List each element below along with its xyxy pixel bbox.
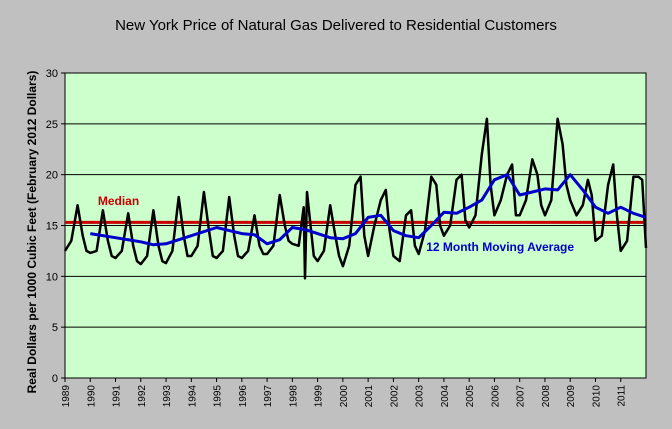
y-tick-label: 5 [52,322,58,334]
x-tick-label: 1991 [112,385,123,408]
x-tick-label: 2001 [364,385,375,408]
x-axis-ticks: 1989 1990 1991 1992 1993 1994 1995 1996 1997 1998… [61,378,628,407]
moving-average-line [90,173,647,247]
y-tick-label: 0 [52,373,58,385]
x-tick-label: 2002 [389,385,400,408]
x-tick-label: 1989 [61,385,72,408]
chart-title: New York Price of Natural Gas Delivered … [115,17,557,34]
median-annotation: Median [98,194,139,208]
x-tick-label: 1996 [238,385,249,408]
annotations: Median 12 Month Moving Average [98,194,575,254]
y-tick-label: 10 [46,271,58,283]
x-tick-label: 1997 [263,385,274,408]
price-series-line [63,117,648,280]
y-axis-label: Real Dollars per 1000 Cubic Feet (Februa… [25,71,39,394]
x-tick-label: 1999 [314,385,325,408]
y-axis-ticks: 0 5 10 15 20 25 30 [46,68,65,385]
x-tick-label: 1995 [213,385,224,408]
x-tick-label: 2006 [490,385,501,408]
x-tick-label: 1998 [288,385,299,408]
x-tick-label: 1993 [162,385,173,408]
y-tick-label: 20 [46,170,58,182]
x-tick-label: 2011 [617,385,628,407]
x-tick-label: 1994 [187,385,198,408]
x-tick-label: 2010 [591,385,602,408]
gridlines [65,72,646,379]
x-tick-label: 2004 [440,385,451,408]
x-tick-label: 2000 [339,385,350,408]
x-tick-label: 2003 [415,385,426,408]
moving-average-annotation: 12 Month Moving Average [426,240,574,254]
y-tick-label: 25 [46,119,58,131]
x-tick-label: 2005 [465,385,476,408]
x-tick-label: 2007 [516,385,527,408]
y-tick-label: 30 [46,68,58,80]
y-tick-label: 15 [46,221,58,233]
series-group [63,117,648,280]
x-tick-label: 1992 [137,385,148,408]
x-tick-label: 1990 [86,385,97,408]
x-tick-label: 2009 [566,385,577,408]
x-tick-label: 2008 [541,385,552,408]
